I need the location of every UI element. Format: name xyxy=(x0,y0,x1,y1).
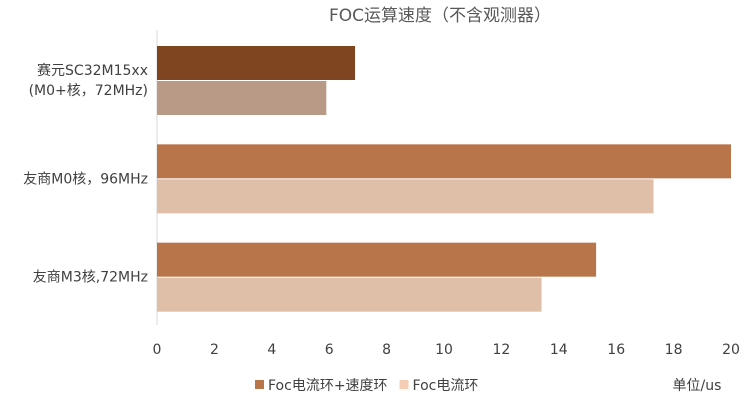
legend-swatch xyxy=(255,380,264,389)
x-tick-label: 8 xyxy=(382,342,391,358)
y-tick-label: 赛元SC32M15xx (M0+核，72MHz) xyxy=(29,63,148,99)
x-tick-label: 2 xyxy=(210,342,219,358)
legend-swatch xyxy=(399,380,409,389)
x-tick-label: 20 xyxy=(722,342,740,358)
y-tick-label: 友商M3核,72MHz xyxy=(33,270,148,286)
x-tick-label: 0 xyxy=(153,342,162,358)
unit-label: 单位/us xyxy=(673,378,722,394)
x-tick-label: 10 xyxy=(435,342,453,358)
bar xyxy=(157,277,542,312)
legend-label: Foc电流环+速度环 xyxy=(268,378,388,394)
x-tick-label: 18 xyxy=(665,342,683,358)
bar xyxy=(157,46,356,80)
chart-title: FOC运算速度（不含观测器） xyxy=(329,6,551,26)
x-tick-label: 4 xyxy=(267,342,276,358)
bar xyxy=(157,144,731,179)
x-tick-label: 6 xyxy=(325,342,334,358)
y-tick-label: 友商M0核，96MHz xyxy=(23,171,148,187)
x-tick-label: 14 xyxy=(550,342,568,358)
bar xyxy=(157,179,654,214)
legend-label: Foc电流环 xyxy=(413,378,479,394)
x-tick-label: 12 xyxy=(492,342,510,358)
bar xyxy=(157,242,597,277)
bar xyxy=(157,81,327,115)
x-tick-label: 16 xyxy=(607,342,625,358)
